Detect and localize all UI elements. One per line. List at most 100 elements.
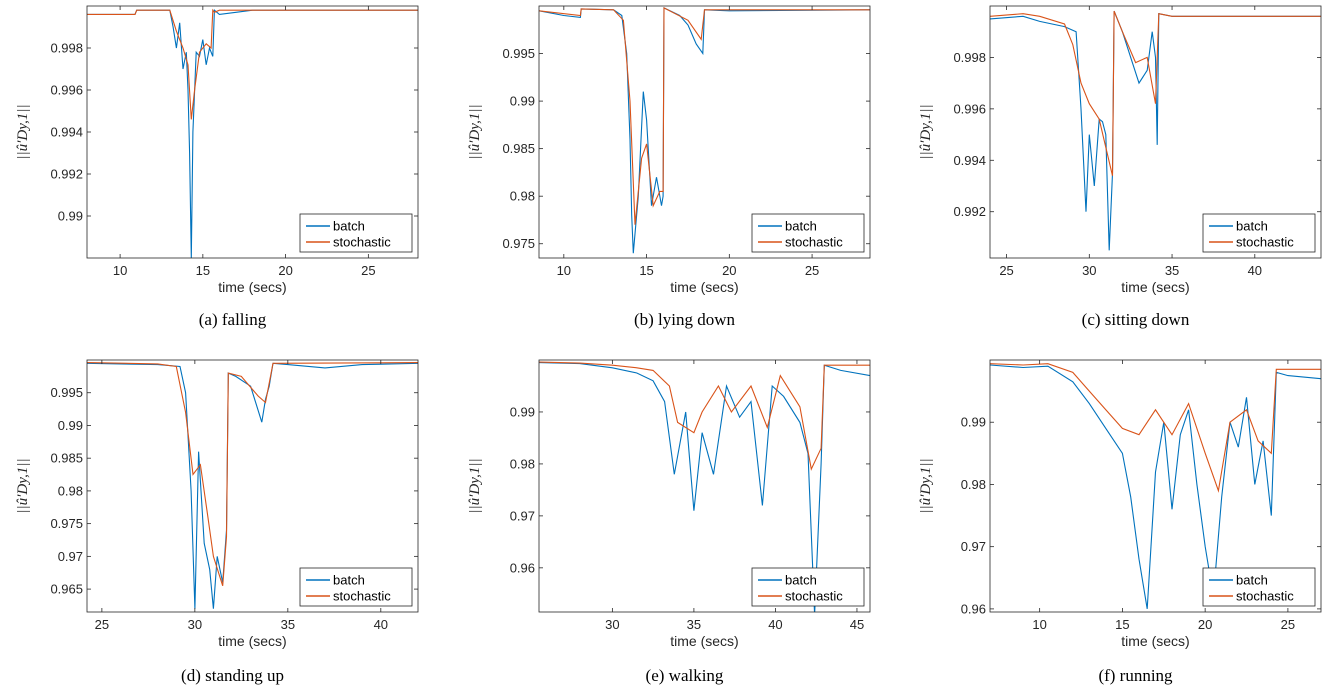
x-tick-label: 20 bbox=[1198, 617, 1212, 632]
subfigure-caption: (a) falling bbox=[199, 310, 267, 329]
chart-panel-5: 30 35 40 45 0.96 0.97 0.98 0.99 time (secs) ||û′D… bbox=[467, 359, 871, 685]
y-axis-label: ||û′Dy,1|| bbox=[467, 458, 483, 513]
y-tick-label: 0.994 bbox=[50, 125, 83, 140]
series-line-stochastic bbox=[990, 10, 1321, 176]
y-tick-label: 0.992 bbox=[953, 204, 986, 219]
y-tick-label: 0.98 bbox=[510, 189, 535, 204]
legend-label-batch: batch bbox=[785, 573, 817, 588]
y-tick-label: 0.98 bbox=[510, 456, 535, 471]
x-tick-label: 35 bbox=[687, 617, 701, 632]
legend-box bbox=[751, 213, 865, 253]
y-tick-label: 0.99 bbox=[510, 94, 535, 109]
legend-label-stochastic: stochastic bbox=[785, 235, 843, 250]
y-tick-label: 0.996 bbox=[50, 83, 83, 98]
chart-panel-2: 10 15 20 25 0.975 0.98 0.985 0.99 0.995 time (sec… bbox=[467, 5, 871, 329]
subfigure-caption: (b) lying down bbox=[634, 310, 736, 329]
y-axis-label: ||û′Dy,1|| bbox=[918, 104, 934, 159]
legend-label-batch: batch bbox=[1236, 219, 1268, 234]
chart-panel-1: 10 15 20 25 0.99 0.992 0.994 0.996 0.998 time (se… bbox=[15, 5, 419, 329]
y-tick-label: 0.99 bbox=[961, 415, 986, 430]
axes-box bbox=[86, 359, 419, 613]
x-tick-label: 40 bbox=[374, 617, 388, 632]
y-tick-label: 0.975 bbox=[502, 236, 535, 251]
series-line-batch bbox=[990, 10, 1321, 251]
x-tick-label: 35 bbox=[281, 617, 295, 632]
subfigure-caption: (d) standing up bbox=[181, 666, 284, 685]
x-tick-label: 15 bbox=[1115, 617, 1129, 632]
chart-panel-6: 10 15 20 25 0.96 0.97 0.98 0.99 time (secs) ||û′D… bbox=[918, 359, 1322, 685]
subfigure-caption: (e) walking bbox=[646, 666, 724, 685]
series-line-stochastic bbox=[990, 363, 1321, 493]
y-tick-label: 0.994 bbox=[953, 153, 986, 168]
x-tick-label: 15 bbox=[196, 263, 210, 278]
legend-label-batch: batch bbox=[333, 219, 365, 234]
legend-label-stochastic: stochastic bbox=[1236, 589, 1294, 604]
x-tick-label: 25 bbox=[999, 263, 1013, 278]
y-tick-label: 0.995 bbox=[502, 46, 535, 61]
x-axis-label: time (secs) bbox=[218, 279, 286, 295]
y-tick-label: 0.97 bbox=[961, 539, 986, 554]
y-tick-label: 0.98 bbox=[58, 483, 83, 498]
x-tick-label: 25 bbox=[95, 617, 109, 632]
axes-box bbox=[989, 5, 1322, 259]
x-tick-label: 25 bbox=[805, 263, 819, 278]
axes-box bbox=[538, 5, 871, 259]
legend-box bbox=[1202, 567, 1316, 607]
chart-panel-3: 25 30 35 40 0.992 0.994 0.996 0.998 time (secs) |… bbox=[918, 5, 1322, 329]
chart-panel-4: 25 30 35 40 0.965 0.97 0.975 0.98 0.985 0.99 0.995… bbox=[15, 359, 419, 685]
x-tick-label: 30 bbox=[188, 617, 202, 632]
legend-box bbox=[751, 567, 865, 607]
y-axis-label: ||û′Dy,1|| bbox=[15, 458, 31, 513]
legend-box bbox=[299, 213, 413, 253]
y-axis-label: ||û′Dy,1|| bbox=[918, 458, 934, 513]
y-axis-label: ||û′Dy,1|| bbox=[15, 104, 31, 159]
x-tick-label: 20 bbox=[278, 263, 292, 278]
y-tick-label: 0.996 bbox=[953, 101, 986, 116]
legend-label-stochastic: stochastic bbox=[333, 235, 391, 250]
legend-box bbox=[1202, 213, 1316, 253]
x-tick-label: 25 bbox=[361, 263, 375, 278]
subfigure-caption: (f) running bbox=[1098, 666, 1173, 685]
x-tick-label: 35 bbox=[1165, 263, 1179, 278]
series-line-stochastic bbox=[87, 8, 418, 120]
subfigure-caption: (c) sitting down bbox=[1082, 310, 1190, 329]
y-tick-label: 0.992 bbox=[50, 167, 83, 182]
y-tick-label: 0.99 bbox=[510, 404, 535, 419]
y-tick-label: 0.985 bbox=[502, 141, 535, 156]
y-tick-label: 0.995 bbox=[50, 385, 83, 400]
series-line-stochastic bbox=[87, 362, 418, 586]
x-axis-label: time (secs) bbox=[670, 633, 738, 649]
y-tick-label: 0.97 bbox=[510, 508, 535, 523]
legend-label-batch: batch bbox=[785, 219, 817, 234]
legend-label-stochastic: stochastic bbox=[1236, 235, 1294, 250]
series-line-stochastic bbox=[539, 6, 870, 225]
y-tick-label: 0.96 bbox=[961, 601, 986, 616]
x-tick-label: 30 bbox=[605, 617, 619, 632]
x-axis-label: time (secs) bbox=[1121, 279, 1189, 295]
x-tick-label: 10 bbox=[557, 263, 571, 278]
x-tick-label: 10 bbox=[113, 263, 127, 278]
y-tick-label: 0.99 bbox=[58, 418, 83, 433]
y-tick-label: 0.965 bbox=[50, 582, 83, 597]
x-tick-label: 40 bbox=[768, 617, 782, 632]
x-tick-label: 40 bbox=[1248, 263, 1262, 278]
y-tick-label: 0.98 bbox=[961, 477, 986, 492]
series-line-batch bbox=[87, 9, 418, 258]
y-tick-label: 0.985 bbox=[50, 451, 83, 466]
legend-label-batch: batch bbox=[1236, 573, 1268, 588]
x-axis-label: time (secs) bbox=[218, 633, 286, 649]
x-axis-label: time (secs) bbox=[1121, 633, 1189, 649]
x-tick-label: 25 bbox=[1281, 617, 1295, 632]
x-tick-label: 30 bbox=[1082, 263, 1096, 278]
y-tick-label: 0.99 bbox=[58, 209, 83, 224]
x-axis-label: time (secs) bbox=[670, 279, 738, 295]
x-tick-label: 20 bbox=[722, 263, 736, 278]
y-tick-label: 0.96 bbox=[510, 560, 535, 575]
